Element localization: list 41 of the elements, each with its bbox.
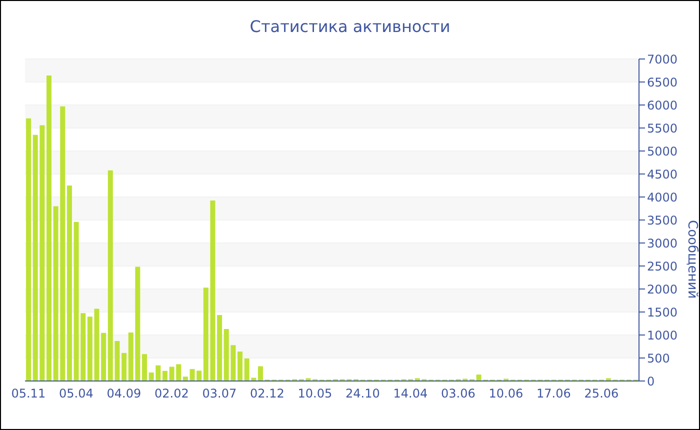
- y-tick-label: 6000: [647, 98, 678, 112]
- y-tick-label: 5500: [647, 121, 678, 136]
- y-tick-label: 3500: [647, 213, 678, 228]
- bar: [66, 186, 72, 381]
- x-tick-label: 03.06: [441, 386, 476, 401]
- y-tick-label: 4500: [647, 167, 678, 182]
- x-tick-label: 03.07: [202, 386, 237, 401]
- y-tick-label: 2000: [647, 282, 678, 296]
- bar: [162, 370, 168, 381]
- x-tick-label: 02.02: [154, 386, 189, 401]
- x-tick-label: 25.06: [584, 386, 619, 401]
- y-tick-label: 6500: [647, 75, 678, 90]
- bar: [238, 352, 243, 381]
- y-tick-label: 3000: [647, 236, 678, 250]
- y-tick-label: 500: [647, 351, 670, 366]
- bar: [142, 354, 147, 381]
- y-tick-label: 2500: [647, 259, 678, 274]
- bar: [122, 352, 127, 381]
- y-axis-title: Сообщений: [684, 220, 700, 299]
- x-tick-label: 14.04: [393, 386, 428, 401]
- chart-title: Статистика активности: [248, 17, 452, 38]
- bar: [182, 376, 188, 381]
- x-tick-label: 10.06: [488, 386, 524, 401]
- x-tick-label: 05.04: [58, 386, 94, 401]
- y-tick-label: 0: [647, 374, 655, 388]
- bar: [101, 332, 106, 381]
- x-tick-label: 05.11: [11, 386, 46, 401]
- y-tick-label: 4000: [647, 190, 678, 204]
- bar: [258, 366, 263, 381]
- y-tick-label: 5000: [647, 144, 678, 158]
- x-tick-label: 02.12: [250, 386, 284, 401]
- x-tick-label: 24.10: [346, 386, 380, 401]
- y-tick-label: 7000: [647, 52, 678, 66]
- bar: [46, 76, 52, 381]
- y-tick-label: 1500: [647, 305, 678, 320]
- bar: [217, 314, 222, 381]
- x-tick-label: 10.05: [298, 386, 332, 401]
- x-tick-label: 04.09: [106, 386, 142, 401]
- x-tick-label: 17.06: [536, 386, 571, 401]
- bar: [26, 118, 32, 381]
- y-tick-label: 1000: [647, 328, 678, 342]
